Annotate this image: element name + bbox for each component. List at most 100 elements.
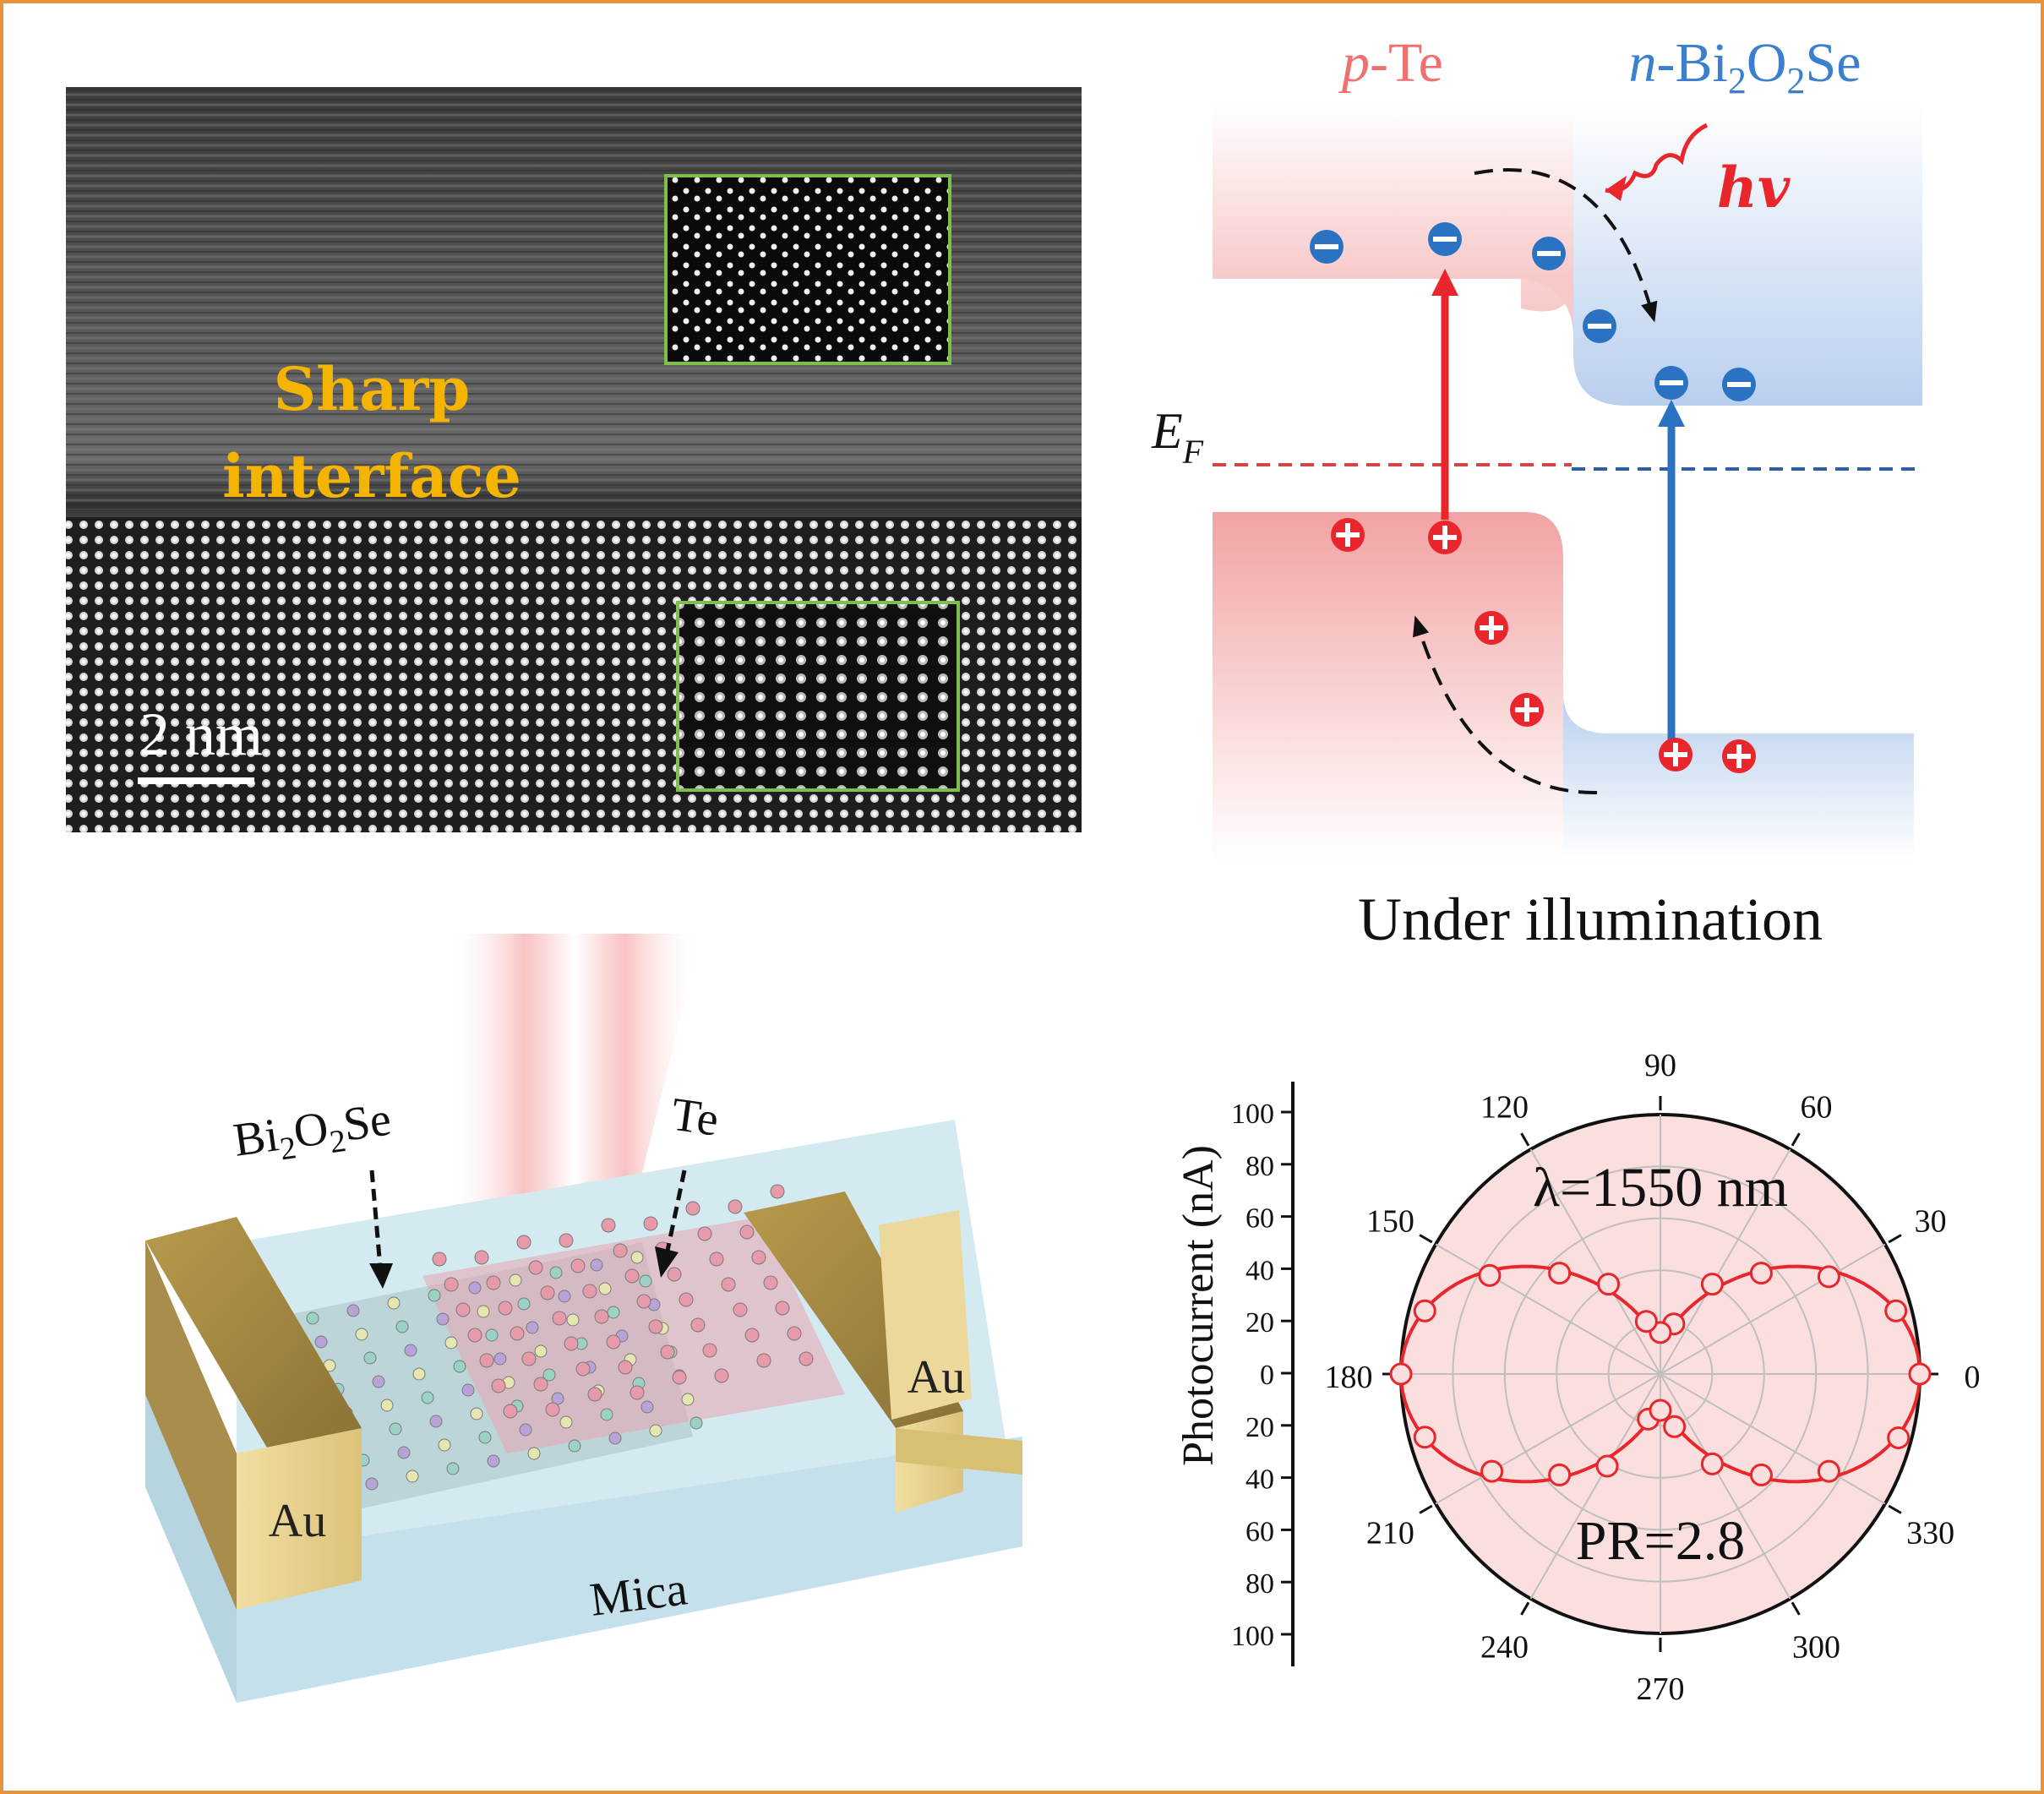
electrons bbox=[1310, 222, 1756, 401]
bi2o2se-atom bbox=[608, 1431, 622, 1445]
data-point bbox=[1700, 1452, 1724, 1475]
polar-angle-tick bbox=[1791, 1132, 1801, 1147]
te-atom bbox=[455, 1302, 471, 1317]
interface-label-line2: interface bbox=[222, 441, 521, 511]
te-atom bbox=[697, 1226, 712, 1241]
bi2o2se-atom bbox=[534, 1344, 548, 1358]
bi2o2se-atom bbox=[526, 1321, 539, 1334]
te-atom bbox=[648, 1319, 663, 1334]
te-atom bbox=[564, 1336, 579, 1351]
bi2o2se-atom bbox=[314, 1335, 328, 1349]
polar-angle-label: 150 bbox=[1366, 1204, 1414, 1240]
stem-inset-te bbox=[664, 174, 951, 365]
radial-tick-label: 20 bbox=[1245, 1307, 1274, 1339]
te-atom bbox=[594, 1309, 609, 1324]
te-atom bbox=[630, 1385, 645, 1400]
te-atom bbox=[690, 1317, 706, 1333]
polar-chart: Photocurrent (nA) λ=1550 nm PR=2.8 0 30 60… bbox=[1175, 1048, 1981, 1707]
te-atom bbox=[728, 1199, 743, 1214]
te-atom bbox=[552, 1311, 567, 1326]
te-atom bbox=[775, 1301, 790, 1316]
te-atom bbox=[702, 1343, 717, 1358]
polar-angle-label: 120 bbox=[1480, 1089, 1529, 1125]
te-atom bbox=[744, 1328, 760, 1343]
te-atom bbox=[672, 1370, 687, 1385]
bi2o2se-pointer-head bbox=[369, 1263, 393, 1289]
au-left-label: Au bbox=[269, 1495, 326, 1547]
scale-bar bbox=[138, 777, 254, 784]
p-te-label: p-Te bbox=[1338, 32, 1443, 94]
bi2o2se-atom bbox=[590, 1258, 603, 1272]
te-atom bbox=[685, 1201, 700, 1216]
data-point bbox=[1634, 1310, 1658, 1333]
data-point bbox=[1548, 1262, 1572, 1285]
polar-gridline-spoke bbox=[1435, 1243, 1661, 1375]
bi2o2se-atom bbox=[429, 1415, 443, 1428]
te-atom bbox=[618, 1360, 633, 1375]
data-point bbox=[1887, 1426, 1910, 1449]
te-atom bbox=[491, 1378, 506, 1393]
bi2o2se-atom bbox=[630, 1251, 644, 1264]
holes bbox=[1331, 518, 1756, 773]
te-atom bbox=[467, 1328, 482, 1343]
photon-label: hv bbox=[1717, 155, 1791, 221]
photon-wave-icon bbox=[1605, 123, 1709, 194]
data-point bbox=[1908, 1362, 1932, 1386]
n-bi2o2se-label: n-Bi2O2Se bbox=[1628, 32, 1861, 101]
te-atom bbox=[498, 1301, 513, 1316]
bi2o2se-atom bbox=[446, 1462, 460, 1475]
te-atom bbox=[582, 1284, 597, 1299]
te-atom bbox=[763, 1275, 778, 1290]
te-atom bbox=[636, 1294, 651, 1309]
te-atom bbox=[503, 1404, 518, 1419]
n-excitation-arrowhead bbox=[1658, 400, 1685, 427]
radial-tick-label: 100 bbox=[1231, 1099, 1274, 1130]
polar-gridline-spoke bbox=[1660, 1373, 1886, 1505]
te-atom bbox=[510, 1326, 525, 1341]
polar-gridline-spoke bbox=[1660, 1148, 1791, 1375]
atom-cluster bbox=[306, 1184, 856, 1491]
radial-tick-label: 40 bbox=[1245, 1255, 1274, 1286]
bi2o2se-atom bbox=[397, 1446, 411, 1459]
bi2o2se-atom bbox=[527, 1447, 541, 1460]
hole-plus-icon bbox=[1659, 738, 1692, 772]
polar-gridline-spoke bbox=[1660, 1243, 1886, 1375]
interface-label-line1: Sharp bbox=[274, 354, 471, 424]
electron-minus-icon bbox=[1583, 309, 1616, 343]
device-panel: Au Au Bi2O2Se Te Mica bbox=[145, 934, 1022, 1703]
polar-angle-label: 0 bbox=[1965, 1360, 1981, 1395]
electron-minus-icon bbox=[1310, 230, 1344, 264]
radial-tick-label: 80 bbox=[1245, 1568, 1274, 1600]
polar-gridline-spoke bbox=[1529, 1148, 1661, 1375]
bi2o2se-atom bbox=[487, 1454, 500, 1468]
radial-tick-label: 80 bbox=[1245, 1151, 1274, 1182]
polar-angle-tick bbox=[1520, 1601, 1530, 1616]
scale-bar-label: 2 nm bbox=[139, 701, 263, 768]
p-excitation-arrowhead bbox=[1431, 269, 1458, 296]
bi2o2se-atom bbox=[568, 1439, 581, 1453]
bi2o2se-atom bbox=[404, 1344, 417, 1357]
te-atom bbox=[756, 1353, 771, 1368]
p-valence-band bbox=[1213, 512, 1563, 862]
te-atom bbox=[486, 1275, 501, 1290]
te-atom bbox=[540, 1285, 555, 1301]
pr-annotation: PR=2.8 bbox=[1576, 1510, 1745, 1572]
polar-angle-tick bbox=[1419, 1234, 1433, 1244]
photon-arrowhead bbox=[1605, 176, 1627, 201]
hole-plus-icon bbox=[1722, 739, 1756, 773]
band-bend-top bbox=[1521, 279, 1573, 338]
bi2o2se-atom bbox=[380, 1399, 394, 1412]
bi2o2se-atom bbox=[478, 1431, 492, 1444]
electron-minus-icon bbox=[1654, 366, 1688, 400]
electron-transfer-arrow bbox=[1474, 168, 1658, 323]
te-atom bbox=[521, 1351, 537, 1366]
bi2o2se-atom bbox=[559, 1415, 573, 1429]
radial-tick-label: 40 bbox=[1245, 1464, 1274, 1496]
p-conduction-band-fill bbox=[1213, 103, 1573, 279]
te-atom bbox=[709, 1251, 724, 1267]
au-right-label: Au bbox=[908, 1351, 965, 1404]
data-point bbox=[1548, 1463, 1572, 1486]
polar-ylabel: Photocurrent (nA) bbox=[1175, 1145, 1223, 1466]
te-atom bbox=[613, 1243, 628, 1258]
